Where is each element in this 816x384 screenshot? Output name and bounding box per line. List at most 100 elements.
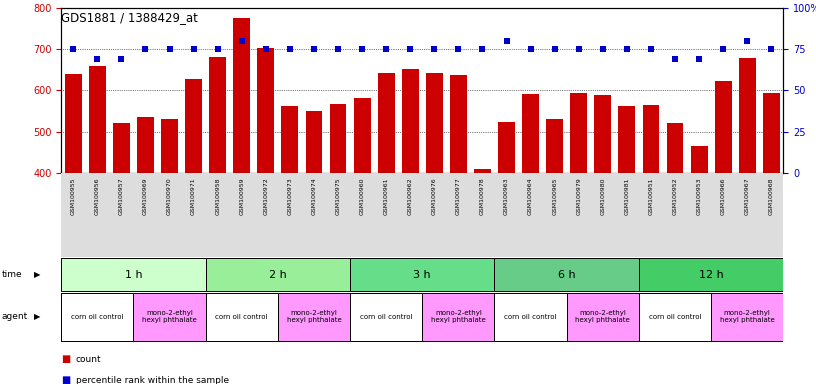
Text: GSM100968: GSM100968 [769, 177, 774, 215]
Point [572, 46, 585, 52]
Bar [715, 81, 732, 173]
Text: GSM100971: GSM100971 [191, 177, 196, 215]
Bar [89, 66, 106, 173]
Text: percentile rank within the sample: percentile rank within the sample [76, 376, 229, 384]
Bar [350, 173, 374, 257]
Bar [302, 173, 326, 257]
Text: 6 h: 6 h [558, 270, 575, 280]
Point [283, 46, 296, 52]
Point [308, 46, 321, 52]
Bar [763, 93, 780, 173]
Point [741, 38, 754, 44]
Point [476, 46, 489, 52]
Text: ■: ■ [61, 375, 70, 384]
Bar [759, 173, 783, 257]
Point [716, 46, 730, 52]
Bar [566, 293, 639, 341]
Point [620, 46, 633, 52]
Point [524, 46, 537, 52]
Point [139, 46, 152, 52]
Point [331, 46, 344, 52]
Bar [450, 75, 467, 173]
Bar [109, 173, 134, 257]
Bar [498, 122, 515, 173]
Bar [181, 173, 206, 257]
Bar [594, 95, 611, 173]
Text: mono-2-ethyl
hexyl phthalate: mono-2-ethyl hexyl phthalate [575, 310, 630, 323]
Bar [711, 173, 735, 257]
Text: GSM100961: GSM100961 [384, 177, 388, 215]
Bar [619, 106, 636, 173]
Bar [474, 169, 491, 173]
Text: corn oil control: corn oil control [504, 314, 557, 320]
Point [668, 56, 681, 62]
Bar [206, 173, 230, 257]
Point [163, 46, 176, 52]
Bar [543, 173, 566, 257]
Text: GSM100955: GSM100955 [71, 177, 76, 215]
Text: GSM100978: GSM100978 [480, 177, 485, 215]
Bar [735, 173, 759, 257]
Text: GSM100963: GSM100963 [504, 177, 509, 215]
Text: GSM100957: GSM100957 [119, 177, 124, 215]
Bar [277, 293, 350, 341]
Text: GSM100967: GSM100967 [745, 177, 750, 215]
Text: GSM100976: GSM100976 [432, 177, 437, 215]
Text: mono-2-ethyl
hexyl phthalate: mono-2-ethyl hexyl phthalate [431, 310, 486, 323]
Bar [206, 293, 277, 341]
Point [379, 46, 392, 52]
Bar [494, 173, 519, 257]
Bar [282, 106, 299, 173]
Point [596, 46, 610, 52]
Bar [137, 117, 154, 173]
Point [645, 46, 658, 52]
Text: corn oil control: corn oil control [71, 314, 123, 320]
Bar [470, 173, 494, 257]
Bar [350, 258, 494, 291]
Bar [615, 173, 639, 257]
Point [356, 46, 369, 52]
Text: mono-2-ethyl
hexyl phthalate: mono-2-ethyl hexyl phthalate [720, 310, 774, 323]
Text: corn oil control: corn oil control [215, 314, 268, 320]
Text: GDS1881 / 1388429_at: GDS1881 / 1388429_at [61, 12, 198, 25]
Text: GSM100964: GSM100964 [528, 177, 533, 215]
Text: GSM100960: GSM100960 [360, 177, 365, 215]
Point [115, 56, 128, 62]
Bar [134, 293, 206, 341]
Bar [374, 173, 398, 257]
Text: GSM100959: GSM100959 [239, 177, 244, 215]
Bar [61, 173, 85, 257]
Bar [161, 119, 178, 173]
Text: count: count [76, 354, 101, 364]
Bar [426, 73, 443, 173]
Text: ▶: ▶ [34, 270, 41, 279]
Text: GSM100974: GSM100974 [312, 177, 317, 215]
Point [428, 46, 441, 52]
Text: GSM100979: GSM100979 [576, 177, 581, 215]
Bar [570, 93, 588, 173]
Text: ▶: ▶ [34, 312, 41, 321]
Bar [206, 258, 350, 291]
Point [452, 46, 465, 52]
Bar [591, 173, 615, 257]
Text: GSM100977: GSM100977 [456, 177, 461, 215]
Bar [663, 173, 687, 257]
Text: GSM100966: GSM100966 [721, 177, 725, 215]
Point [211, 46, 224, 52]
Bar [257, 48, 274, 173]
Text: GSM100980: GSM100980 [601, 177, 605, 215]
Bar [350, 293, 423, 341]
Bar [667, 123, 684, 173]
Bar [546, 119, 563, 173]
Bar [64, 74, 82, 173]
Bar [738, 58, 756, 173]
Text: agent: agent [2, 312, 28, 321]
Text: GSM100953: GSM100953 [697, 177, 702, 215]
Text: GSM100952: GSM100952 [672, 177, 677, 215]
Text: 2 h: 2 h [269, 270, 286, 280]
Text: GSM100951: GSM100951 [649, 177, 654, 215]
Bar [494, 258, 639, 291]
Bar [566, 173, 591, 257]
Point [500, 38, 513, 44]
Text: corn oil control: corn oil control [649, 314, 701, 320]
